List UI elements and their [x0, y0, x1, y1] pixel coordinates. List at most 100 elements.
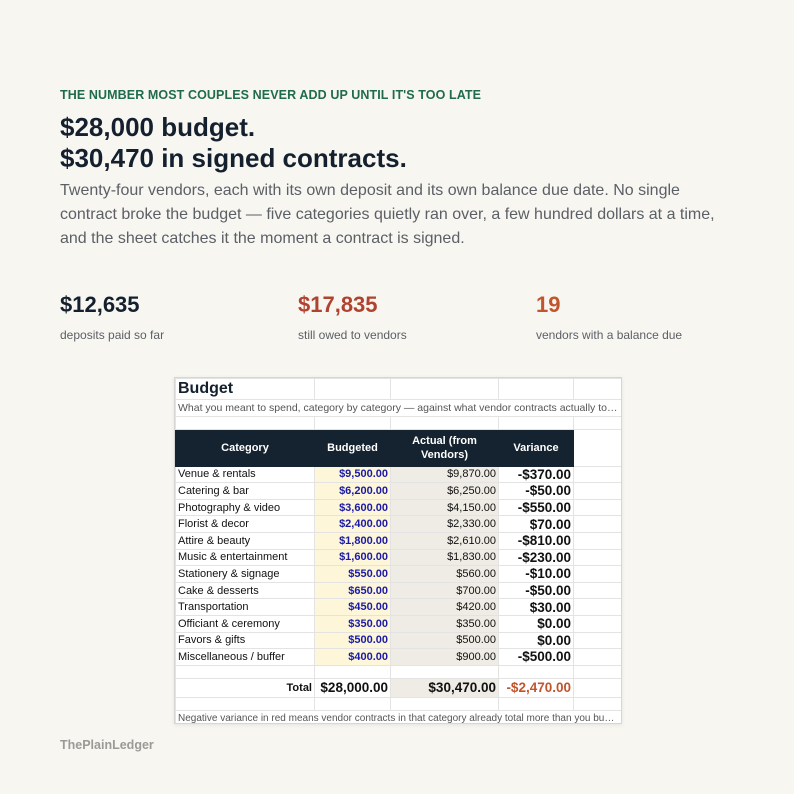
cell[interactable]	[175, 664, 315, 679]
category-cell[interactable]: Miscellaneous / buffer	[175, 648, 315, 666]
column-header-budgeted[interactable]: Budgeted	[314, 428, 391, 467]
variance-cell[interactable]: $70.00	[498, 515, 574, 533]
total-variance[interactable]: -$2,470.00	[498, 677, 574, 698]
cell[interactable]	[573, 465, 621, 484]
actual-cell[interactable]: $500.00	[390, 631, 499, 650]
cell[interactable]	[573, 677, 621, 698]
budgeted-cell[interactable]: $3,600.00	[314, 498, 391, 517]
total-budgeted[interactable]: $28,000.00	[314, 677, 391, 698]
budgeted-cell[interactable]: $9,500.00	[314, 465, 391, 484]
actual-cell[interactable]: $9,870.00	[390, 465, 499, 484]
budgeted-cell[interactable]: $1,800.00	[314, 531, 391, 550]
actual-cell[interactable]: $560.00	[390, 565, 499, 583]
budgeted-cell[interactable]: $450.00	[314, 598, 391, 616]
budgeted-cell[interactable]: $1,600.00	[314, 548, 391, 567]
budgeted-cell[interactable]: $350.00	[314, 614, 391, 633]
cell[interactable]	[498, 696, 574, 711]
cell[interactable]	[573, 428, 621, 467]
actual-cell[interactable]: $2,330.00	[390, 515, 499, 533]
actual-cell[interactable]: $6,250.00	[390, 482, 499, 500]
table-row: Officiant & ceremony $350.00 $350.00 $0.00	[175, 614, 621, 633]
actual-cell[interactable]: $420.00	[390, 598, 499, 616]
cell[interactable]	[498, 378, 574, 400]
budgeted-cell[interactable]: $550.00	[314, 565, 391, 583]
category-cell[interactable]: Attire & beauty	[175, 531, 315, 550]
cell[interactable]	[573, 482, 621, 500]
cell[interactable]	[573, 614, 621, 633]
actual-cell[interactable]: $700.00	[390, 581, 499, 600]
stat-label: still owed to vendors	[298, 328, 407, 342]
total-label[interactable]: Total	[175, 677, 315, 698]
category-cell[interactable]: Catering & bar	[175, 482, 315, 500]
cell[interactable]	[573, 648, 621, 666]
cell[interactable]	[573, 565, 621, 583]
cell[interactable]	[573, 664, 621, 679]
cell[interactable]	[390, 415, 499, 430]
category-cell[interactable]: Music & entertainment	[175, 548, 315, 567]
variance-cell[interactable]: -$10.00	[498, 565, 574, 583]
cell[interactable]	[314, 378, 391, 400]
column-header-category[interactable]: Category	[175, 428, 315, 467]
cell[interactable]	[573, 415, 621, 430]
variance-cell[interactable]: $0.00	[498, 614, 574, 633]
total-actual[interactable]: $30,470.00	[390, 677, 499, 698]
cell[interactable]	[314, 664, 391, 679]
category-cell[interactable]: Officiant & ceremony	[175, 614, 315, 633]
cell[interactable]	[573, 631, 621, 650]
cell[interactable]	[573, 598, 621, 616]
column-header-variance[interactable]: Variance	[498, 428, 574, 467]
cell[interactable]	[573, 378, 621, 400]
actual-cell[interactable]: $4,150.00	[390, 498, 499, 517]
category-cell[interactable]: Cake & desserts	[175, 581, 315, 600]
actual-cell[interactable]: $900.00	[390, 648, 499, 666]
headline-line-1: $28,000 budget.	[60, 112, 256, 142]
category-cell[interactable]: Stationery & signage	[175, 565, 315, 583]
category-cell[interactable]: Favors & gifts	[175, 631, 315, 650]
cell[interactable]	[573, 531, 621, 550]
variance-cell[interactable]: -$550.00	[498, 498, 574, 517]
cell[interactable]	[573, 515, 621, 533]
variance-cell[interactable]: -$50.00	[498, 482, 574, 500]
cell[interactable]	[390, 664, 499, 679]
variance-cell[interactable]: -$370.00	[498, 465, 574, 484]
budgeted-cell[interactable]: $500.00	[314, 631, 391, 650]
category-cell[interactable]: Transportation	[175, 598, 315, 616]
variance-cell[interactable]: -$500.00	[498, 648, 574, 666]
actual-cell[interactable]: $2,610.00	[390, 531, 499, 550]
cell[interactable]	[498, 664, 574, 679]
variance-cell[interactable]: -$810.00	[498, 531, 574, 550]
sheet-title[interactable]: Budget	[175, 378, 315, 400]
cell[interactable]	[573, 581, 621, 600]
actual-cell[interactable]: $350.00	[390, 614, 499, 633]
variance-note[interactable]: Negative variance in red means vendor co…	[175, 709, 621, 723]
variance-cell[interactable]: -$50.00	[498, 581, 574, 600]
table-row: Transportation $450.00 $420.00 $30.00	[175, 598, 621, 616]
table-row: Venue & rentals $9,500.00 $9,870.00 -$370.0…	[175, 465, 621, 484]
budgeted-cell[interactable]: $6,200.00	[314, 482, 391, 500]
budgeted-cell[interactable]: $650.00	[314, 581, 391, 600]
cell[interactable]	[498, 415, 574, 430]
cell[interactable]	[314, 696, 391, 711]
cell[interactable]	[175, 415, 315, 430]
actual-cell[interactable]: $1,830.00	[390, 548, 499, 567]
table-row: Attire & beauty $1,800.00 $2,610.00 -$810.0…	[175, 531, 621, 550]
cell[interactable]	[573, 696, 621, 711]
category-cell[interactable]: Photography & video	[175, 498, 315, 517]
cell[interactable]	[175, 696, 315, 711]
category-cell[interactable]: Venue & rentals	[175, 465, 315, 484]
cell[interactable]	[390, 378, 499, 400]
cell[interactable]	[314, 415, 391, 430]
category-cell[interactable]: Florist & decor	[175, 515, 315, 533]
budgeted-cell[interactable]: $2,400.00	[314, 515, 391, 533]
cell[interactable]	[390, 696, 499, 711]
table-row: Stationery & signage $550.00 $560.00 -$10.0…	[175, 565, 621, 583]
budgeted-cell[interactable]: $400.00	[314, 648, 391, 666]
sheet-subtitle[interactable]: What you meant to spend, category by cat…	[175, 399, 621, 417]
cell[interactable]	[573, 498, 621, 517]
cell[interactable]	[573, 548, 621, 567]
variance-cell[interactable]: $0.00	[498, 631, 574, 650]
brand-name: ThePlainLedger	[60, 738, 154, 752]
column-header-actual[interactable]: Actual (from Vendors)	[390, 428, 499, 467]
variance-cell[interactable]: -$230.00	[498, 548, 574, 567]
variance-cell[interactable]: $30.00	[498, 598, 574, 616]
